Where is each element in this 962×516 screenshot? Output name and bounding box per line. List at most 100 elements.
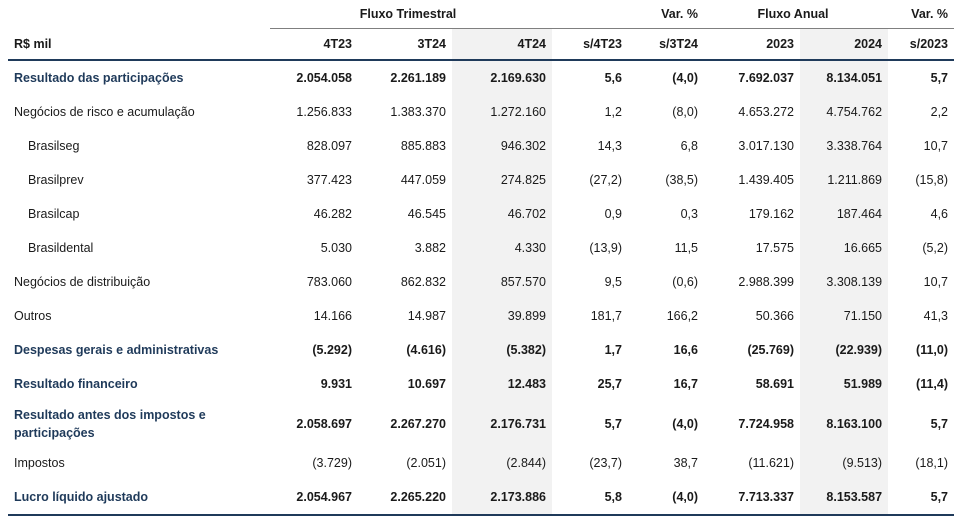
table-cell: 8.163.100: [800, 401, 889, 446]
table-cell: 46.702: [452, 197, 552, 231]
table-cell: (38,5): [665, 173, 698, 187]
table-cell: (4,0): [672, 416, 698, 431]
column-header-4t24: 4T24: [452, 28, 552, 61]
table-cell: (2.051): [406, 456, 446, 470]
table-cell: 4.653.272: [738, 105, 794, 119]
table-cell: 377.423: [306, 173, 352, 187]
table-cell: 10.697: [407, 377, 446, 391]
table-cell: 857.570: [452, 265, 552, 299]
column-header-row: R$ mil 4T23 3T24 4T24 s/4T23 s/3T24 2023…: [8, 28, 955, 61]
group-fluxo-trimestral: Fluxo Trimestral: [270, 0, 552, 29]
table-cell: (5,2): [922, 241, 949, 255]
table-cell: 2.058.697: [296, 416, 352, 431]
table-cell: (5.382): [452, 333, 552, 367]
table-row: Negócios de risco e acumulação 1.256.833 1…: [8, 95, 954, 129]
table-cell: 12.483: [452, 367, 552, 401]
column-header-4t23: 4T23: [270, 28, 358, 61]
table-cell: 828.097: [306, 139, 352, 153]
table-cell: 2.267.270: [390, 416, 446, 431]
table-cell: (8,0): [672, 105, 698, 119]
table-cell: 2,2: [930, 105, 949, 119]
table-row: Brasilcap 46.282 46.545 46.702 0,9 0,3 179.162…: [8, 197, 954, 231]
table-cell: 17.575: [755, 241, 794, 255]
row-label: Negócios de risco e acumulação: [14, 105, 195, 119]
table-cell: 5,7: [930, 71, 949, 85]
group-var-percent-year: Var. %: [888, 0, 955, 29]
table-cell: (18,1): [915, 456, 949, 470]
row-label: Resultado financeiro: [14, 377, 138, 391]
table-row: Negócios de distribuição 783.060 862.832 85…: [8, 265, 954, 299]
table-row: Brasildental 5.030 3.882 4.330 (13,9) 11,5 17.…: [8, 231, 954, 265]
table-cell: 1,2: [604, 105, 622, 119]
table-cell: (4,0): [628, 480, 704, 516]
table-cell: (9.513): [800, 446, 889, 480]
row-label: Brasildental: [28, 241, 94, 255]
table-cell: 9.931: [320, 377, 352, 391]
table-row: Resultado financeiro 9.931 10.697 12.483 25,…: [8, 367, 954, 401]
table-cell: 3.882: [414, 241, 446, 255]
table-cell: 783.060: [306, 275, 352, 289]
table-cell: 4.754.762: [800, 95, 889, 129]
table-cell: (27,2): [589, 173, 622, 187]
table-cell: 862.832: [400, 275, 446, 289]
table-cell: 0,3: [680, 207, 698, 221]
table-cell: 1.211.869: [800, 163, 889, 197]
table-cell: 16,6: [673, 343, 698, 357]
table-cell: 10,7: [923, 275, 949, 289]
table-cell: 166,2: [666, 309, 698, 323]
table-cell: (5.292): [312, 343, 352, 357]
table-cell: 3.338.764: [800, 129, 889, 163]
table-cell: 14,3: [597, 139, 622, 153]
table-cell: 5,7: [604, 416, 622, 431]
column-header-var-2023: s/2023: [888, 28, 955, 61]
table-cell: 50.366: [755, 309, 794, 323]
table-cell: (15,8): [915, 173, 949, 187]
group-var-percent-quarter: Var. %: [552, 0, 704, 29]
column-header-2023: 2023: [704, 28, 800, 61]
table-cell: 2.054.058: [296, 71, 352, 85]
table-row: Lucro líquido ajustado 2.054.967 2.265.220…: [8, 480, 955, 516]
table-row: Impostos (3.729) (2.051) (2.844) (23,7) 38,7 (…: [8, 446, 954, 480]
table-cell: 46.545: [407, 207, 446, 221]
table-cell: 41,3: [923, 309, 949, 323]
table-cell: 0,9: [604, 207, 622, 221]
table-cell: (25.769): [747, 343, 794, 357]
table-cell: 46.282: [313, 207, 352, 221]
table-cell: 5,6: [604, 71, 622, 85]
row-label: Brasilseg: [28, 139, 80, 153]
table-cell: 1.272.160: [452, 95, 552, 129]
table-cell: 6,8: [680, 139, 698, 153]
table-cell: 7.724.958: [738, 416, 794, 431]
table-cell: (11.621): [748, 456, 794, 470]
table-cell: 3.017.130: [738, 139, 794, 153]
table-cell: 51.989: [800, 367, 889, 401]
row-label: Impostos: [14, 456, 65, 470]
row-label: Despesas gerais e administrativas: [14, 343, 219, 357]
table-cell: 7.692.037: [738, 71, 794, 85]
table-cell: 71.150: [800, 299, 889, 333]
table-cell: 2.988.399: [738, 275, 794, 289]
table-cell: 5,8: [552, 480, 628, 516]
table-cell: (11,4): [916, 377, 949, 391]
table-cell: 274.825: [452, 163, 552, 197]
column-header-var-3t24: s/3T24: [628, 28, 704, 61]
table-cell: (23,7): [589, 456, 622, 470]
table-cell: 181,7: [590, 309, 622, 323]
table-cell: 2.176.731: [452, 401, 552, 446]
table-cell: 14.987: [407, 309, 446, 323]
table-cell: 4,6: [930, 207, 949, 221]
table-row: Outros 14.166 14.987 39.899 181,7 166,2 50.366…: [8, 299, 954, 333]
table-cell: (22.939): [800, 333, 889, 367]
table-row: Despesas gerais e administrativas (5.292)…: [8, 333, 954, 367]
table-cell: 5.030: [320, 241, 352, 255]
table-cell: (2.844): [452, 446, 552, 480]
row-label: Outros: [14, 309, 52, 323]
column-header-var-4t23: s/4T23: [552, 28, 628, 61]
table-cell: 38,7: [673, 456, 698, 470]
results-table: Fluxo Trimestral Var. % Fluxo Anual Var.…: [8, 0, 955, 516]
table-cell: 2.169.630: [452, 60, 552, 95]
table-cell: 5,7: [930, 416, 949, 431]
table-cell: (11,0): [916, 343, 949, 357]
table-cell: 9,5: [604, 275, 622, 289]
row-label: Resultado das participações: [14, 71, 184, 85]
